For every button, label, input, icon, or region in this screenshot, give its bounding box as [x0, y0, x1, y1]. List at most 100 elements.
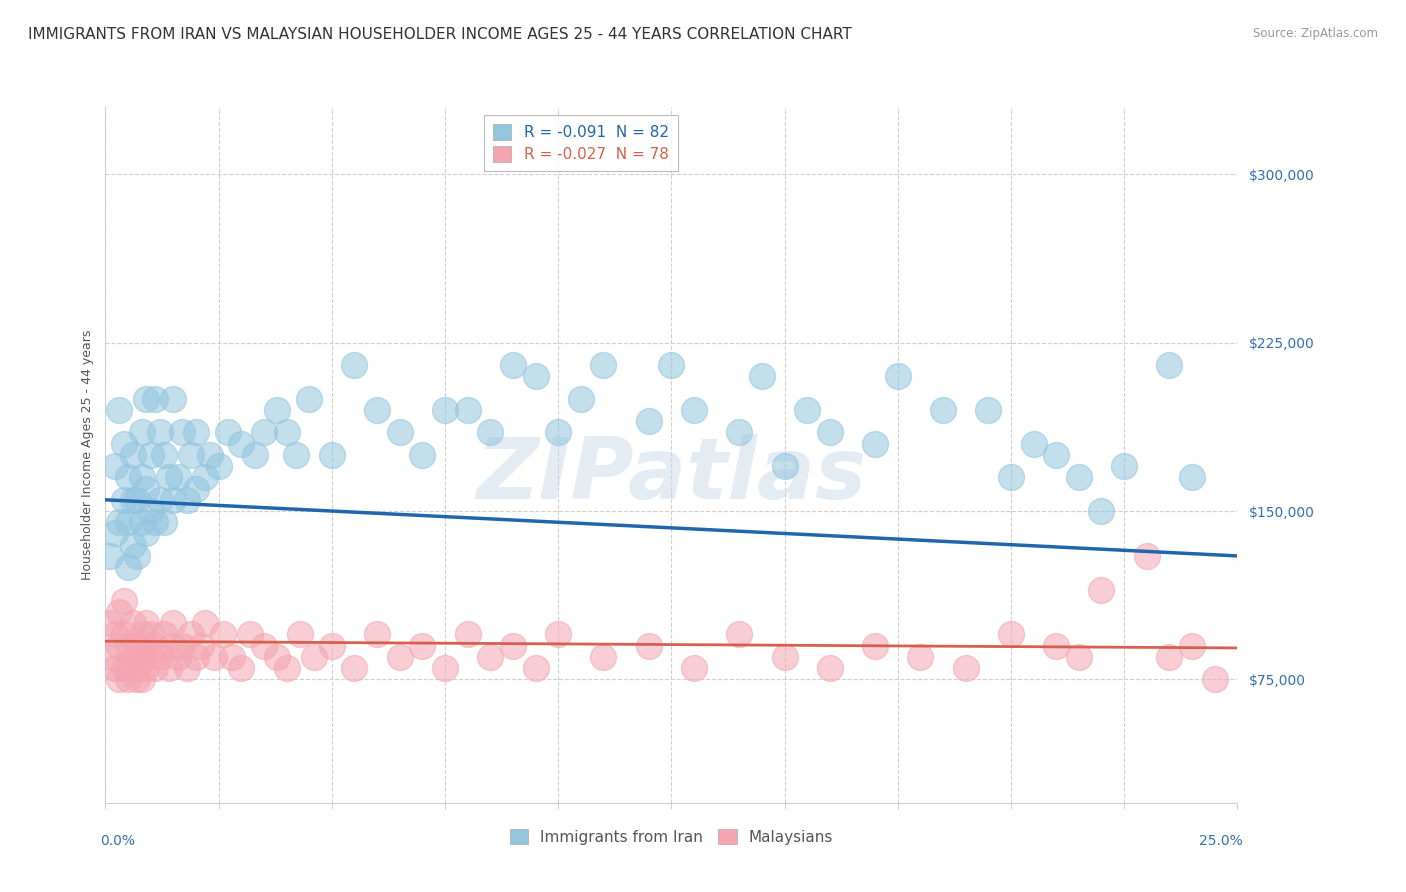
Point [139, 649, 162, 664]
Point [184, 425, 207, 440]
Point [127, 661, 149, 675]
Point [131, 649, 153, 664]
Point [932, 403, 955, 417]
Point [127, 673, 149, 687]
Point [103, 526, 125, 541]
Point [103, 661, 125, 675]
Point [217, 425, 239, 440]
Point [728, 627, 751, 641]
Point [321, 639, 343, 653]
Point [524, 661, 547, 675]
Point [157, 661, 180, 675]
Point [180, 627, 202, 641]
Point [411, 639, 433, 653]
Point [302, 649, 325, 664]
Point [143, 392, 166, 406]
Point [366, 627, 388, 641]
Point [1045, 448, 1067, 462]
Point [433, 403, 456, 417]
Point [135, 639, 157, 653]
Point [172, 425, 194, 440]
Point [221, 649, 243, 664]
Point [1181, 639, 1204, 653]
Point [1136, 549, 1159, 563]
Point [773, 649, 796, 664]
Point [502, 639, 524, 653]
Point [818, 661, 841, 675]
Point [288, 627, 311, 641]
Point [176, 661, 198, 675]
Point [1181, 470, 1204, 484]
Point [1045, 639, 1067, 653]
Point [162, 639, 184, 653]
Point [127, 639, 149, 653]
Point [266, 649, 288, 664]
Point [1090, 504, 1112, 518]
Point [162, 616, 184, 631]
Point [592, 358, 614, 372]
Point [149, 425, 172, 440]
Point [143, 515, 166, 529]
Point [112, 492, 135, 507]
Point [818, 425, 841, 440]
Point [253, 639, 276, 653]
Point [143, 661, 166, 675]
Point [231, 436, 253, 450]
Point [139, 627, 162, 641]
Point [143, 639, 166, 653]
Point [1090, 582, 1112, 597]
Point [547, 627, 569, 641]
Point [276, 661, 298, 675]
Point [108, 515, 131, 529]
Point [131, 515, 153, 529]
Point [112, 627, 135, 641]
Point [637, 639, 659, 653]
Y-axis label: Householder Income Ages 25 - 44 years: Householder Income Ages 25 - 44 years [82, 330, 94, 580]
Point [117, 515, 139, 529]
Point [1022, 436, 1045, 450]
Point [139, 448, 162, 462]
Point [411, 448, 433, 462]
Point [157, 470, 180, 484]
Point [108, 673, 131, 687]
Point [184, 649, 207, 664]
Point [180, 448, 202, 462]
Point [190, 639, 212, 653]
Point [153, 515, 176, 529]
Point [121, 616, 143, 631]
Point [863, 436, 886, 450]
Text: 25.0%: 25.0% [1199, 834, 1243, 848]
Point [172, 639, 194, 653]
Point [457, 627, 479, 641]
Point [184, 482, 207, 496]
Point [167, 649, 190, 664]
Point [592, 649, 614, 664]
Point [1159, 358, 1181, 372]
Point [683, 403, 706, 417]
Point [728, 425, 751, 440]
Point [243, 448, 266, 462]
Point [135, 482, 157, 496]
Point [388, 649, 411, 664]
Point [198, 448, 221, 462]
Point [108, 639, 131, 653]
Point [388, 425, 411, 440]
Point [121, 492, 143, 507]
Point [1000, 470, 1022, 484]
Point [457, 403, 479, 417]
Point [131, 627, 153, 641]
Point [117, 560, 139, 574]
Point [547, 425, 569, 440]
Point [131, 470, 153, 484]
Point [276, 425, 298, 440]
Point [266, 403, 288, 417]
Point [1159, 649, 1181, 664]
Point [103, 459, 125, 474]
Point [162, 392, 184, 406]
Point [366, 403, 388, 417]
Point [139, 504, 162, 518]
Point [1112, 459, 1135, 474]
Point [1067, 649, 1090, 664]
Point [112, 594, 135, 608]
Point [298, 392, 321, 406]
